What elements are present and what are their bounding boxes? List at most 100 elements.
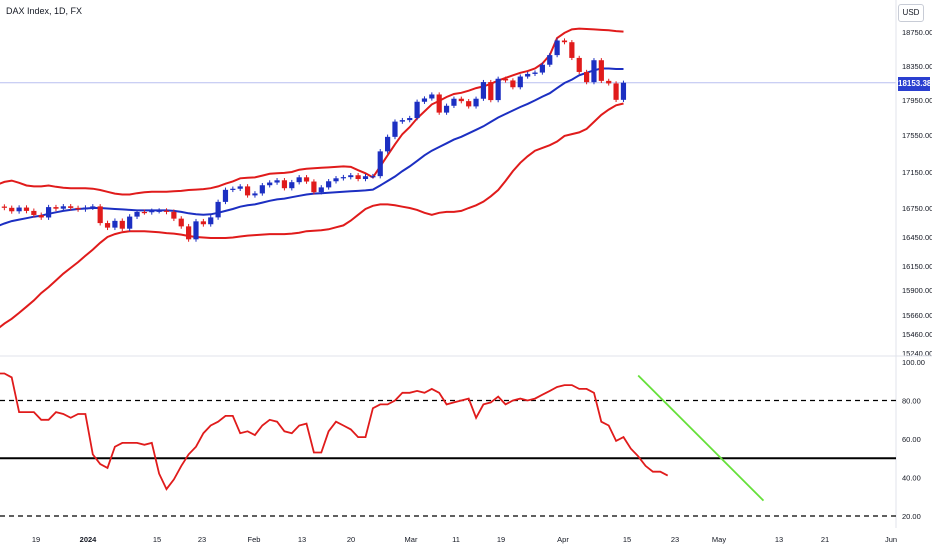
candle-body <box>421 98 428 102</box>
candle-body <box>414 101 420 119</box>
candle-body <box>407 118 413 121</box>
candle-body <box>259 185 265 194</box>
candle-body <box>584 71 590 83</box>
rsi-series <box>0 372 669 491</box>
candle-body <box>208 217 214 225</box>
candle-body <box>547 55 553 65</box>
candle-body <box>606 80 612 84</box>
price-tick-label: 15660.00 <box>902 311 932 320</box>
time-tick-label: 15 <box>153 535 161 544</box>
price-tick-label: 16150.00 <box>902 262 932 271</box>
candle-body <box>480 82 487 99</box>
rsi-reference-lines <box>0 399 896 517</box>
candle-body <box>178 218 184 227</box>
candle-body <box>554 40 560 56</box>
candle-body <box>613 83 619 100</box>
time-tick-label: 2024 <box>80 535 98 544</box>
lower-band <box>0 102 624 329</box>
price-tick-label: 18750.00 <box>902 28 932 37</box>
price-tick-label: 15240.00 <box>902 349 932 358</box>
candle-body <box>436 94 442 113</box>
time-tick-label: 11 <box>452 535 460 544</box>
candle-body <box>561 40 568 43</box>
middle-band <box>0 67 624 227</box>
time-tick-label: 21 <box>821 535 829 544</box>
candle-body <box>60 206 66 209</box>
time-tick-label: 23 <box>671 535 679 544</box>
symbol-title: DAX Index, 1D, FX <box>6 6 83 16</box>
time-tick-label: 23 <box>198 535 206 544</box>
candle-body <box>296 177 302 183</box>
candle-body <box>591 60 597 83</box>
rsi-tick-label: 100.00 <box>902 358 925 367</box>
time-tick-label: Apr <box>557 535 569 544</box>
candle-body <box>45 207 52 218</box>
candle-body <box>318 187 324 193</box>
candle-body <box>97 206 103 224</box>
rsi-tick-label: 80.00 <box>902 397 921 406</box>
bollinger-bands <box>0 27 624 329</box>
candle-body <box>598 60 604 81</box>
price-tick-label: 16750.00 <box>902 204 932 213</box>
price-tick-label: 17150.00 <box>902 168 932 177</box>
candle-body <box>355 175 361 180</box>
candle-body <box>38 214 44 218</box>
candle-body <box>451 98 457 106</box>
candle-body <box>385 136 391 152</box>
rsi-trendline <box>637 374 765 502</box>
candle-body <box>620 82 627 100</box>
candle-body <box>127 216 133 229</box>
rsi-tick-label: 60.00 <box>902 435 921 444</box>
candle-body <box>31 210 37 215</box>
candle-body <box>134 211 140 217</box>
candle-body <box>104 223 111 228</box>
candle-body <box>23 207 30 211</box>
price-tick-label: 15460.00 <box>902 330 932 339</box>
candle-body <box>532 72 538 74</box>
time-tick-label: Mar <box>405 535 418 544</box>
candle-body <box>370 176 376 178</box>
rsi-axis: 100.00 80.00 60.00 40.00 20.00 <box>895 356 925 528</box>
candle-body <box>303 177 310 182</box>
candle-body <box>443 105 450 113</box>
candle-body <box>53 207 59 209</box>
candle-body <box>377 151 383 177</box>
candle-body <box>75 207 81 210</box>
time-tick-label: 13 <box>298 535 306 544</box>
candle-body <box>502 78 509 81</box>
candle-body <box>281 180 288 189</box>
candle-body <box>569 42 575 58</box>
currency-button[interactable]: USD <box>898 4 924 22</box>
upper-band <box>0 27 624 196</box>
price-tick-label: 17550.00 <box>902 131 932 140</box>
candles <box>1 38 627 242</box>
candle-body <box>186 226 192 240</box>
rsi-line <box>0 372 765 502</box>
candle-body <box>163 210 170 212</box>
time-tick-label: 15 <box>623 535 631 544</box>
candle-body <box>90 206 96 208</box>
candle-body <box>112 220 118 228</box>
candle-body <box>333 178 339 182</box>
rsi-tick-label: 40.00 <box>902 474 921 483</box>
candle-body <box>539 64 545 73</box>
time-tick-label: Jun <box>885 535 897 544</box>
candle-body <box>230 188 236 190</box>
candle-body <box>156 210 162 212</box>
candle-body <box>215 201 221 218</box>
candle-body <box>222 189 229 202</box>
candle-body <box>458 98 464 102</box>
candle-body <box>193 221 199 240</box>
price-tick-label: 15900.00 <box>902 286 932 295</box>
price-tick-label: 16450.00 <box>902 233 932 242</box>
candle-body <box>525 73 531 77</box>
candle-body <box>149 210 155 213</box>
last-price-badge: 18153.38 <box>898 77 931 91</box>
candle-body <box>510 80 516 88</box>
candle-body <box>473 98 479 107</box>
time-tick-label: 19 <box>497 535 505 544</box>
time-axis: 19 2024 15 23 Feb 13 20 Mar 11 19 Apr 15 23 May 13 21 Ju… <box>32 535 897 544</box>
candle-body <box>171 211 177 219</box>
candle-body <box>274 180 280 183</box>
